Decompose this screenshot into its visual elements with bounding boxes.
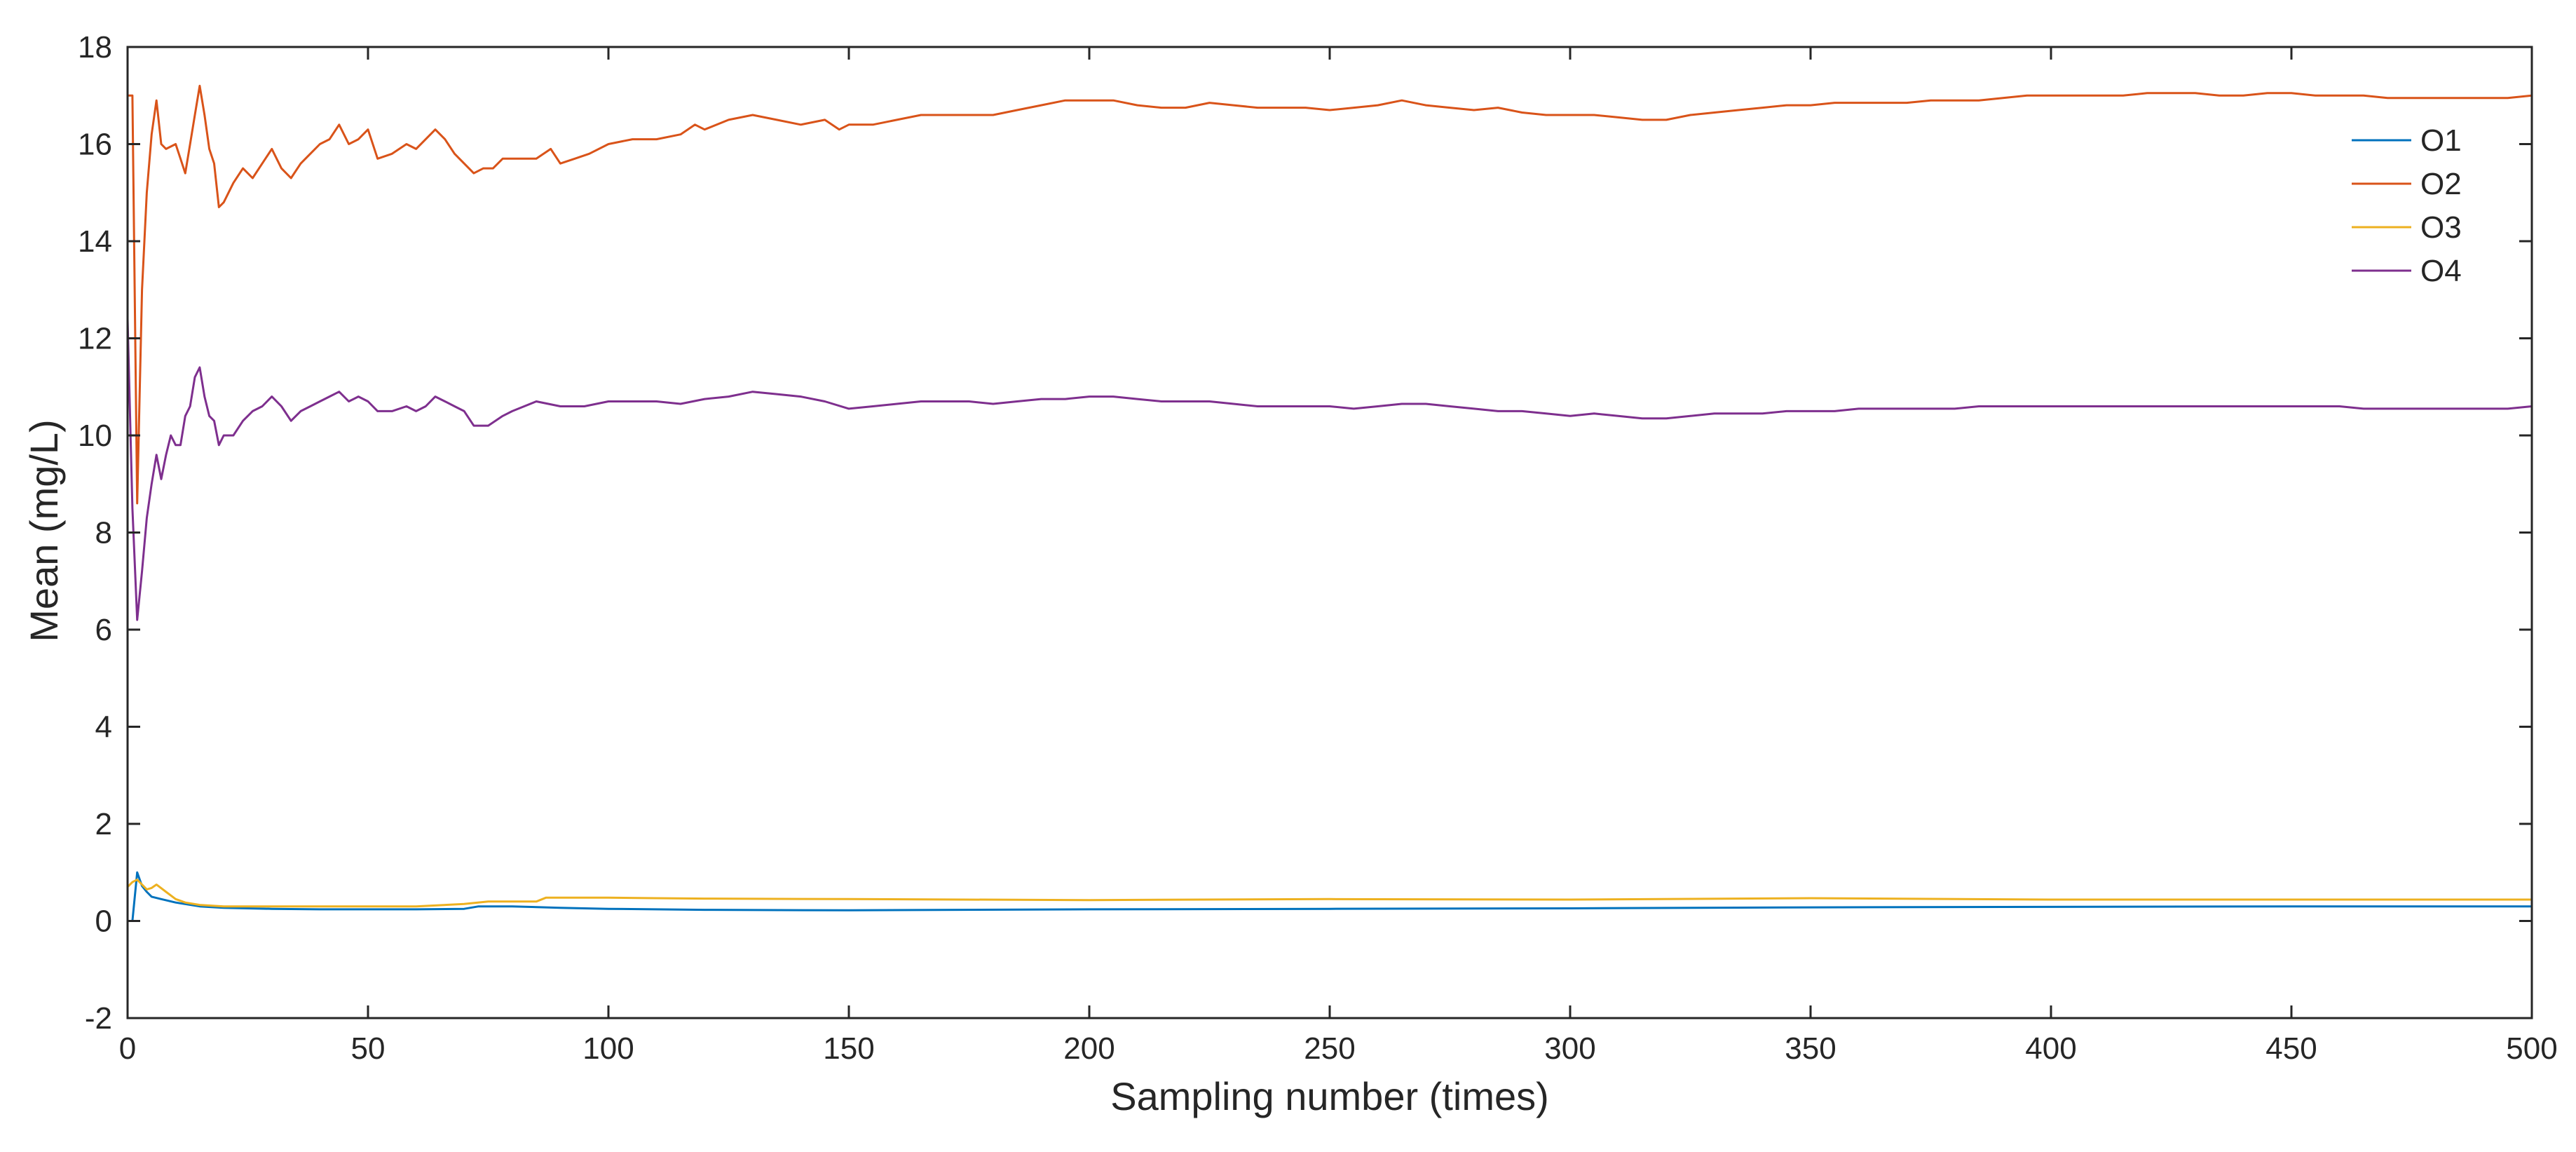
y-tick-label: 2: [95, 807, 112, 841]
legend-label-o3: O3: [2420, 210, 2462, 245]
x-tick-label: 350: [1785, 1031, 1836, 1066]
y-tick-label: 10: [78, 419, 112, 453]
y-tick-label: -2: [85, 1001, 112, 1036]
y-tick-label: 18: [78, 30, 112, 65]
y-tick-label: 14: [78, 224, 112, 259]
axes-layer: [126, 46, 2533, 1019]
series-line-o1: [128, 871, 2532, 922]
x-tick-label: 500: [2506, 1031, 2557, 1066]
x-tick-label: 100: [582, 1031, 634, 1066]
y-axis-title: Mean (mg/L): [22, 419, 66, 642]
y-tick-label: 0: [95, 904, 112, 939]
legend-label-o2: O2: [2420, 167, 2462, 201]
series-line-o2: [128, 84, 2533, 505]
series-line-o4: [126, 318, 2533, 621]
x-tick-label: 300: [1544, 1031, 1595, 1066]
y-tick-label: 8: [95, 516, 112, 550]
x-axis-title: Sampling number (times): [1110, 1074, 1549, 1118]
legend-label-o1: O1: [2420, 123, 2462, 158]
legend-label-o4: O4: [2420, 254, 2462, 288]
y-tick-label: 12: [78, 322, 112, 356]
y-tick-label: 16: [78, 128, 112, 162]
x-tick-label: 450: [2265, 1031, 2317, 1066]
x-tick-label: 400: [2025, 1031, 2076, 1066]
x-tick-label: 150: [823, 1031, 874, 1066]
x-tick-label: 50: [351, 1031, 386, 1066]
series-layer: [126, 84, 2533, 922]
plot-frame: [126, 46, 2533, 1019]
x-tick-label: 250: [1304, 1031, 1355, 1066]
series-line-o3: [126, 879, 2532, 908]
y-tick-label: 4: [95, 710, 112, 745]
legend: O1 O2 O3 O4: [2352, 123, 2462, 288]
x-tick-label: 0: [119, 1031, 136, 1066]
y-tick-label: 6: [95, 613, 112, 647]
ticks-layer: 0 50 100 150 200 250 300 350 400 450 500-202468101…: [78, 30, 2558, 1066]
x-tick-label: 200: [1063, 1031, 1115, 1066]
